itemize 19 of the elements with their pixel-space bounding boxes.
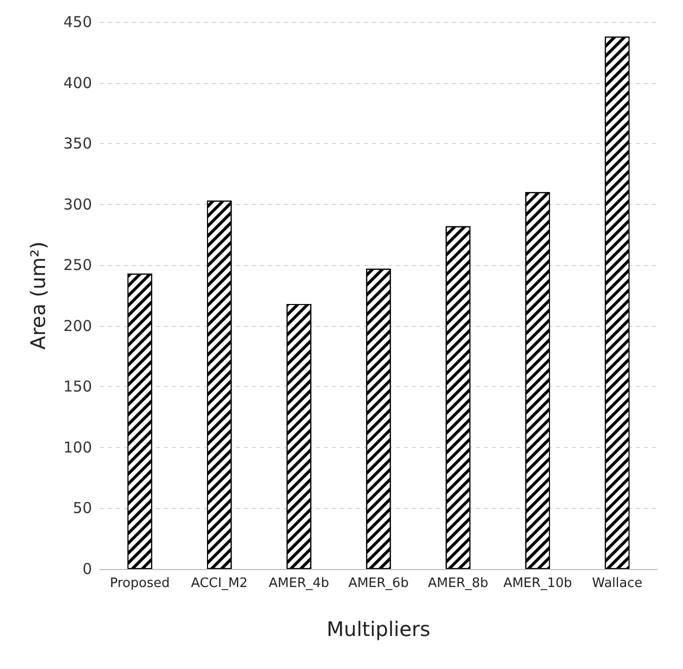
x-tick-label: AMER_10b <box>503 576 572 591</box>
y-tick-label: 200 <box>63 316 92 335</box>
y-tick-label: 150 <box>63 378 92 396</box>
y-axis-title: Area (um²) <box>26 241 50 350</box>
y-tick-label: 0 <box>82 560 92 578</box>
x-tick-label: ACCI_M2 <box>191 576 248 591</box>
y-tick-label: 450 <box>63 13 92 31</box>
x-axis-title: Multipliers <box>326 617 430 641</box>
y-tick-label: 300 <box>63 195 92 214</box>
x-tick-label: Wallace <box>592 576 642 591</box>
x-tick-label: Proposed <box>110 576 170 591</box>
y-tick-label: 50 <box>72 499 92 518</box>
x-tick-label: AMER_8b <box>428 576 488 591</box>
x-tick-label: AMER_4b <box>268 576 330 591</box>
y-tick-label: 100 <box>63 438 92 456</box>
y-tick-label: 350 <box>63 134 92 153</box>
y-tick-label: 250 <box>63 256 92 274</box>
x-tick-label: AMER_6b <box>348 576 409 591</box>
y-tick-label: 400 <box>63 74 92 92</box>
